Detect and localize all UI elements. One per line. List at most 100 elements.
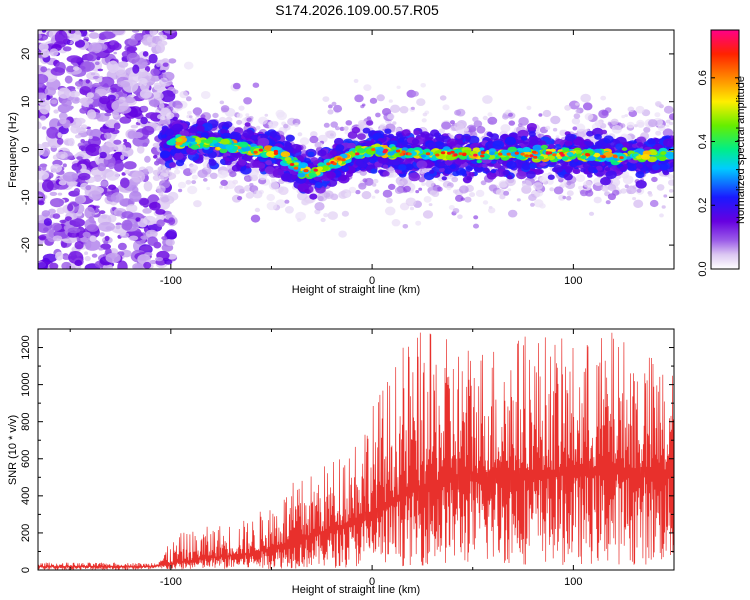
noise-blob [142,208,152,214]
noise-blob [149,30,158,36]
noise-blob [80,236,89,243]
band-blob [603,135,614,144]
noise-blob [161,236,168,241]
halo-blob [627,106,635,113]
halo-blob [249,183,254,187]
halo-blob [388,167,396,173]
noise-blob [131,170,146,183]
band-blob [230,131,242,141]
halo-blob [203,178,208,182]
halo-blob [418,187,423,191]
halo-blob [516,198,521,202]
halo-blob [552,127,558,132]
halo-blob [575,174,586,183]
halo-blob [438,128,445,134]
noise-blob [39,101,51,115]
noise-blob [74,241,84,250]
band-blob [224,121,233,128]
band-blob [635,163,643,169]
halo-blob [371,195,376,199]
noise-blob [53,109,59,114]
noise-blob [40,66,48,73]
halo-blob [236,119,243,125]
noise-blob [120,177,130,189]
band-blob [526,123,538,131]
band-blob [635,171,645,179]
band-blob [502,170,510,176]
noise-blob [137,81,142,87]
noise-blob [127,38,138,46]
band-blob [446,138,458,147]
halo-blob [339,126,345,131]
band-blob [582,162,591,169]
noise-blob [75,169,81,173]
noise-blob [66,65,75,73]
noise-blob [140,105,149,112]
band-blob [408,172,421,182]
noise-blob [43,218,53,226]
noise-blob [143,261,152,269]
band-blob [317,149,327,157]
band-blob [172,123,184,133]
noise-blob [130,124,139,129]
halo-blob [232,82,241,90]
band-blob [264,166,275,175]
noise-blob [99,95,111,105]
band-blob [405,163,414,171]
band-blob [564,140,573,147]
band-blob [455,134,462,139]
band-blob [565,133,576,142]
band-blob [493,162,501,169]
halo-blob [575,109,581,114]
noise-blob [140,116,148,125]
halo-blob [166,112,175,120]
band-blob [269,131,278,137]
band-blob [168,162,177,168]
halo-blob [656,184,665,191]
noise-blob [155,209,166,215]
band-blob [285,134,295,142]
noise-blob [56,207,66,215]
noise-blob [77,265,82,269]
noise-blob [150,42,156,48]
halo-blob [539,176,547,183]
band-blob [504,136,516,146]
noise-blob [98,31,116,40]
band-blob [165,129,175,137]
noise-blob [161,69,166,73]
noise-blob [74,259,83,266]
halo-blob [295,211,306,221]
halo-blob [508,120,516,126]
halo-blob [487,112,493,117]
band-blob [398,164,407,171]
halo-blob [200,91,211,99]
band-blob [355,159,364,166]
halo-blob [402,224,409,229]
band-blob [413,130,420,136]
band-blob [580,168,586,173]
halo-blob [534,192,540,197]
noise-blob [60,153,66,160]
signal-blob [219,148,228,154]
halo-blob [626,185,637,195]
band-blob [596,165,603,171]
halo-blob [488,207,496,214]
noise-blob [101,175,107,180]
halo-blob [621,115,626,119]
noise-blob [59,117,67,125]
noise-blob [51,222,62,232]
halo-blob [573,113,581,119]
band-blob [528,131,536,137]
halo-blob [372,178,379,184]
halo-blob [566,181,572,186]
band-blob [174,152,184,160]
halo-blob [320,217,326,223]
noise-blob [38,200,45,206]
band-blob [244,122,251,127]
noise-blob [148,99,160,107]
band-blob [439,167,445,173]
halo-blob [309,135,319,144]
halo-blob [353,78,359,83]
halo-blob [330,121,339,128]
noise-blob [126,46,138,52]
